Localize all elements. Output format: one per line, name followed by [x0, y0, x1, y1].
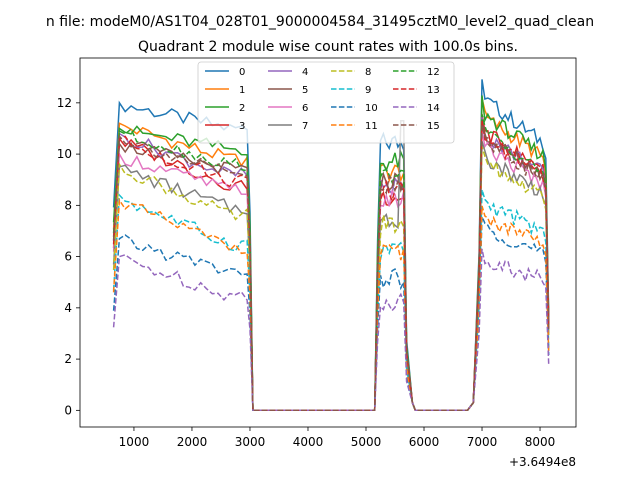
- chart-suptitle: n file: modeM0/AS1T04_028T01_9000004584_…: [46, 14, 594, 30]
- plot-area-frame: [79, 57, 577, 428]
- series-line-7: [112, 120, 550, 412]
- series-line-11: [112, 197, 550, 412]
- y-tick-label: 2: [64, 352, 72, 366]
- y-tick-label: 10: [57, 147, 72, 161]
- legend-label-4: 4: [302, 67, 308, 78]
- legend-label-12: 12: [427, 67, 440, 78]
- legend-label-1: 1: [239, 85, 245, 96]
- series-line-13: [112, 119, 550, 412]
- series-line-3: [112, 114, 550, 412]
- legend-label-5: 5: [302, 85, 308, 96]
- legend-label-14: 14: [427, 103, 440, 114]
- x-tick-label: 3000: [235, 435, 266, 449]
- legend-label-15: 15: [427, 121, 440, 132]
- y-tick-label: 12: [57, 96, 72, 110]
- x-tick-label: 4000: [293, 435, 324, 449]
- x-tick-label: 5000: [351, 435, 382, 449]
- chart-title: Quadrant 2 module wise count rates with …: [138, 39, 518, 55]
- y-tick-label: 6: [64, 250, 72, 264]
- legend-label-2: 2: [239, 103, 245, 114]
- x-tick-label: 6000: [409, 435, 440, 449]
- y-tick-label: 4: [64, 301, 72, 315]
- legend-label-10: 10: [365, 103, 378, 114]
- legend-label-11: 11: [365, 121, 378, 132]
- series-line-12: [112, 114, 550, 412]
- legend-label-0: 0: [239, 67, 245, 78]
- legend-label-8: 8: [365, 67, 371, 78]
- legend-label-9: 9: [365, 85, 371, 96]
- x-axis-ticks: 1000 2000 3000 4000 5000 6000 7000 8000: [119, 427, 556, 449]
- series-line-10: [112, 216, 550, 412]
- series-line-14: [112, 248, 550, 412]
- legend-frame: [197, 61, 455, 144]
- series-line-5: [112, 119, 550, 412]
- legend-label-13: 13: [427, 85, 440, 96]
- series-line-9: [112, 189, 550, 412]
- x-tick-label: 2000: [177, 435, 208, 449]
- series-line-6: [112, 130, 550, 412]
- series-line-15: [112, 124, 550, 412]
- series-line-8: [112, 146, 550, 412]
- x-tick-label: 8000: [525, 435, 556, 449]
- x-tick-label: 7000: [467, 435, 498, 449]
- legend-label-7: 7: [302, 121, 308, 132]
- legend-label-3: 3: [239, 121, 245, 132]
- y-axis-ticks: 0 2 4 6 8 10 12: [57, 96, 80, 417]
- legend-label-6: 6: [302, 103, 308, 114]
- x-axis-offset-label: +3.6494e8: [509, 455, 576, 469]
- y-tick-label: 8: [64, 198, 72, 212]
- x-tick-label: 1000: [119, 435, 150, 449]
- y-tick-label: 0: [64, 403, 72, 417]
